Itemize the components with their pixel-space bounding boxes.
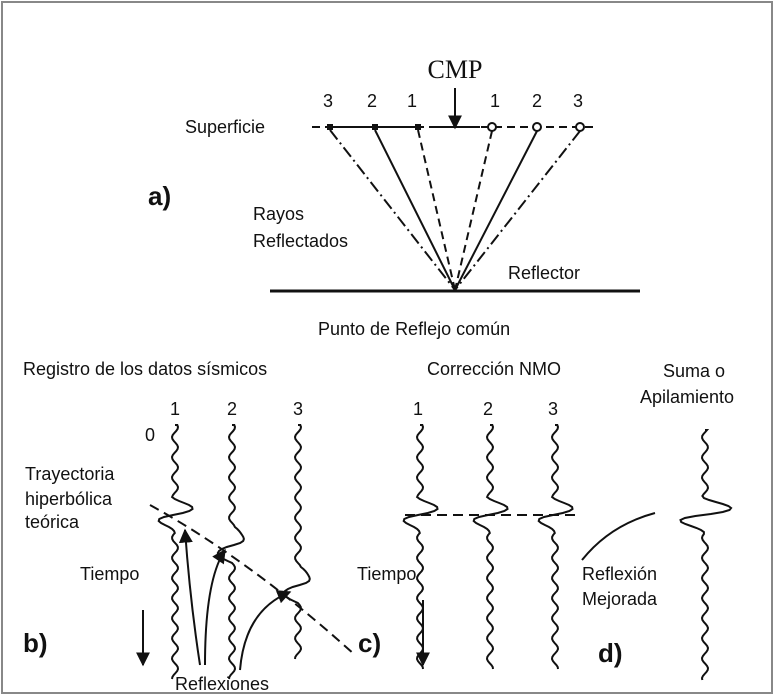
source <box>327 124 333 130</box>
offset: 1 <box>490 91 500 111</box>
hyperbola-label: teórica <box>25 512 80 532</box>
receiver <box>487 122 497 132</box>
time-label: Tiempo <box>357 564 416 584</box>
reflector-label: Reflector <box>508 263 580 283</box>
panel-label: d) <box>598 638 623 668</box>
panel-c: Corrección NMO 1 2 3 Tiempo c) <box>357 359 578 667</box>
common-point-label: Punto de Reflejo común <box>318 319 510 339</box>
panel-title: Corrección NMO <box>427 359 561 379</box>
source <box>372 124 378 130</box>
trace-label: 2 <box>227 399 237 419</box>
offset: 2 <box>367 91 377 111</box>
seismic-trace <box>679 429 733 681</box>
pointer <box>178 528 201 666</box>
receiver <box>575 122 585 132</box>
ray <box>454 130 581 291</box>
ray <box>454 130 493 291</box>
seismic-trace <box>402 424 439 670</box>
panel-label: b) <box>23 628 48 658</box>
offset: 1 <box>407 91 417 111</box>
panel-d: Suma o Apilamiento Reflexión Mejorada d) <box>581 361 734 668</box>
seismic-trace <box>537 424 574 670</box>
pointer <box>239 590 292 671</box>
panel-a: CMP 3 2 1 1 2 3 Superficie a) Rayos Refl… <box>148 55 640 339</box>
pointer <box>581 512 656 561</box>
enhanced-label: Mejorada <box>582 589 658 609</box>
ray <box>417 129 456 291</box>
surface-label: Superficie <box>185 117 265 137</box>
panel-title: Apilamiento <box>640 387 734 407</box>
rays-label: Reflectados <box>253 231 348 251</box>
trace-label: 1 <box>170 399 180 419</box>
source <box>415 124 421 130</box>
offset: 2 <box>532 91 542 111</box>
enhanced-label: Reflexión <box>582 564 657 584</box>
rays-label: Rayos <box>253 204 304 224</box>
ray <box>374 129 456 291</box>
trace-label: 3 <box>548 399 558 419</box>
panel-title: Registro de los datos sísmicos <box>23 359 267 379</box>
panel-label: c) <box>358 628 381 658</box>
pointer <box>204 548 226 666</box>
time-label: Tiempo <box>80 564 139 584</box>
seismic-trace <box>157 424 194 680</box>
panel-label: a) <box>148 181 171 211</box>
trace-label: 2 <box>483 399 493 419</box>
offset: 3 <box>573 91 583 111</box>
trace-label: 3 <box>293 399 303 419</box>
hyperbola-label: hiperbólica <box>25 489 113 509</box>
hyperbola <box>149 504 356 656</box>
seismic-trace <box>216 424 245 680</box>
ray <box>329 129 456 291</box>
trace-label: 1 <box>413 399 423 419</box>
receiver <box>532 122 542 132</box>
ray <box>454 130 538 291</box>
seismic-trace <box>472 424 509 670</box>
seismic-trace <box>282 424 311 660</box>
zero-label: 0 <box>145 425 155 445</box>
panel-b: Registro de los datos sísmicos 1 2 3 0 T… <box>23 359 356 694</box>
reflections-label: Reflexiones <box>175 674 269 694</box>
cmp-label: CMP <box>428 55 483 84</box>
panel-title: Suma o <box>663 361 725 381</box>
offset: 3 <box>323 91 333 111</box>
hyperbola-label: Trayectoria <box>25 464 115 484</box>
